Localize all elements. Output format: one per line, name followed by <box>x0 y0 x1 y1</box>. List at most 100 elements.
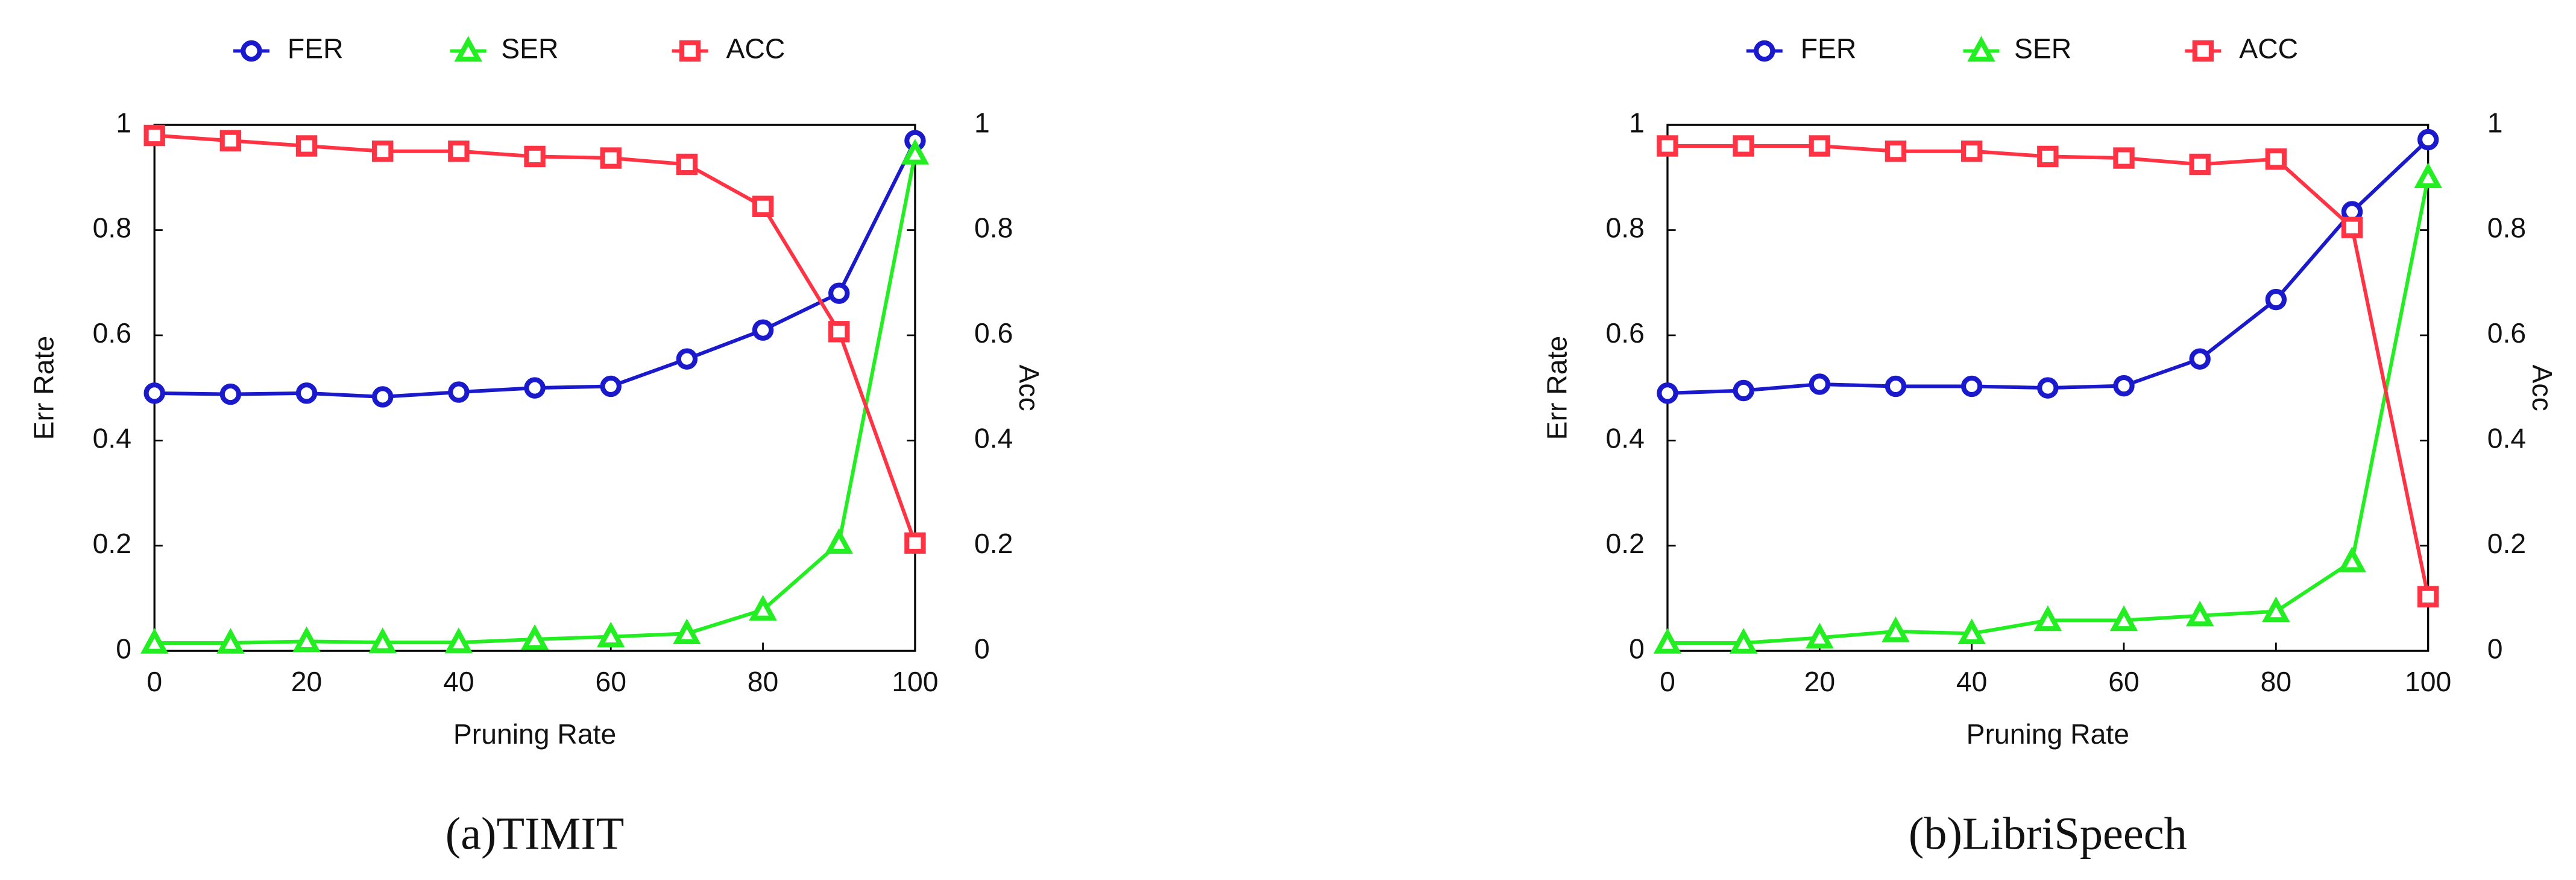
data-point <box>2037 145 2059 168</box>
y-tick-label: 1 <box>116 107 131 138</box>
y2-tick-label: 0.6 <box>974 317 1013 349</box>
y2-tick-label: 0.4 <box>974 423 1013 454</box>
data-point <box>295 382 318 404</box>
data-point <box>825 528 853 554</box>
y2-tick-label: 0.8 <box>974 212 1013 244</box>
data-point <box>1729 628 1758 654</box>
data-point <box>372 386 394 408</box>
data-point <box>752 195 774 217</box>
x-tick-label: 80 <box>2261 666 2292 697</box>
data-point <box>2414 162 2442 189</box>
y2-tick-label: 0.4 <box>2487 423 2526 454</box>
data-point <box>1957 618 1986 645</box>
data-point <box>2265 288 2287 311</box>
y2-axis-label: Acc <box>2527 365 2558 411</box>
data-point <box>524 377 546 399</box>
data-point <box>448 140 470 162</box>
x-axis-label: Pruning Rate <box>1967 718 2129 750</box>
data-point <box>444 627 473 653</box>
data-point <box>219 130 242 151</box>
y2-tick-label: 0.8 <box>2487 212 2526 244</box>
x-tick-label: 80 <box>748 666 779 697</box>
data-point <box>140 628 169 654</box>
series-line <box>1667 138 2430 395</box>
caption: (b)LibriSpeech <box>1909 808 2187 859</box>
legend-marker <box>1967 36 1995 62</box>
y2-tick-label: 1 <box>974 107 990 138</box>
legend-label: FER <box>288 33 344 65</box>
data-point <box>1885 375 1907 397</box>
legend-marker <box>2192 40 2214 62</box>
y2-tick-label: 0.2 <box>2487 528 2526 559</box>
legend-marker <box>1754 40 1775 62</box>
legend-marker <box>454 36 482 62</box>
legend-marker <box>241 40 262 62</box>
data-point <box>2185 600 2214 627</box>
x-tick-label: 40 <box>1956 666 1988 697</box>
y2-tick-label: 0 <box>2487 633 2503 664</box>
y-axis-label: Err Rate <box>28 336 60 440</box>
y-tick-label: 0.2 <box>1605 528 1644 559</box>
legend-label: FER <box>1801 33 1857 65</box>
data-point <box>1657 382 1678 404</box>
y-tick-label: 0.6 <box>93 317 131 349</box>
y2-tick-label: 1 <box>2487 107 2503 138</box>
data-point <box>292 626 321 653</box>
x-tick-label: 20 <box>1804 666 1836 697</box>
legend-marker <box>679 40 701 62</box>
legend-label: ACC <box>726 33 786 65</box>
data-point <box>600 147 622 169</box>
data-point <box>2033 605 2062 632</box>
data-point <box>524 145 546 168</box>
series-line <box>1667 144 2430 597</box>
data-point <box>448 381 470 403</box>
y-tick-label: 0 <box>1629 633 1645 664</box>
caption: (a)TIMIT <box>446 808 625 859</box>
y-tick-label: 0 <box>116 633 131 664</box>
x-tick-label: 60 <box>2108 666 2140 697</box>
x-tick-label: 0 <box>1660 666 1675 697</box>
data-point <box>904 532 926 554</box>
data-point <box>901 139 930 165</box>
x-tick-label: 40 <box>443 666 474 697</box>
x-tick-label: 60 <box>595 666 626 697</box>
series-line <box>1667 177 2430 645</box>
data-point <box>372 140 394 162</box>
data-point <box>1733 135 1754 157</box>
x-tick-label: 100 <box>2405 666 2451 697</box>
data-point <box>216 628 245 654</box>
data-point <box>368 627 397 653</box>
legend-label: SER <box>501 33 558 65</box>
data-point <box>1960 375 1983 397</box>
data-point <box>1809 373 1831 395</box>
series-line <box>154 133 917 544</box>
data-point <box>2113 375 2135 397</box>
data-point <box>673 618 701 645</box>
data-point <box>1806 622 1834 649</box>
data-point <box>2341 217 2363 238</box>
data-point <box>2189 153 2211 176</box>
data-point <box>1885 140 1907 162</box>
y-tick-label: 1 <box>1629 107 1645 138</box>
y2-tick-label: 0.2 <box>974 528 1013 559</box>
x-axis-label: Pruning Rate <box>453 718 616 750</box>
data-point <box>2037 377 2059 399</box>
y2-axis-label: Acc <box>1013 365 1045 411</box>
data-point <box>1960 140 1983 162</box>
y-tick-label: 0.4 <box>93 423 131 454</box>
y-tick-label: 0.8 <box>1605 212 1644 244</box>
legend-label: ACC <box>2239 33 2298 65</box>
data-point <box>1809 135 1831 157</box>
legend-label: SER <box>2014 33 2071 65</box>
x-tick-label: 0 <box>146 666 162 697</box>
data-point <box>1657 135 1678 157</box>
data-point <box>2262 596 2290 622</box>
data-point <box>2265 148 2287 170</box>
data-point <box>2417 128 2439 151</box>
data-point <box>2109 605 2138 632</box>
data-point <box>676 153 698 176</box>
data-point <box>520 624 549 650</box>
data-point <box>2417 586 2439 608</box>
data-point <box>828 321 850 343</box>
